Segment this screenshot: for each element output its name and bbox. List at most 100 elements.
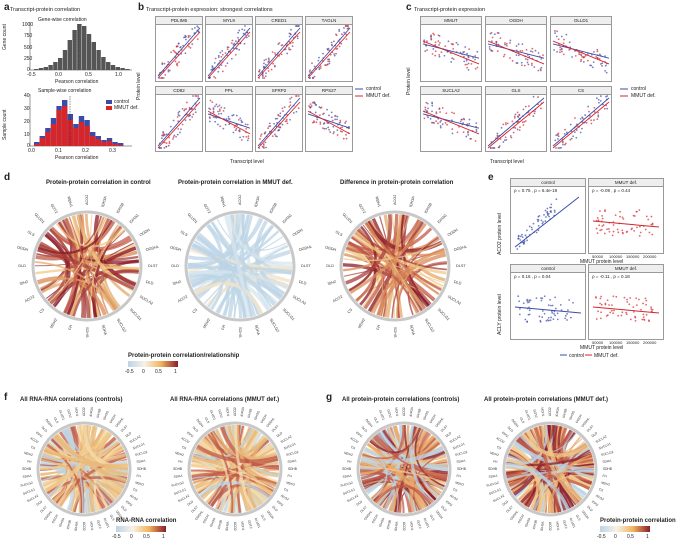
chord-link [359, 469, 405, 514]
scatter-point [169, 125, 172, 128]
scatter-point [503, 53, 506, 56]
chord-sector-label: SUCLA2 [449, 434, 462, 444]
scatter-point [520, 64, 523, 67]
scatter-point [620, 314, 623, 317]
scatter-point [626, 298, 629, 301]
chord-sector-label: DLST [359, 505, 368, 514]
chord-sector-label: OGDH [170, 245, 182, 252]
scatter-point [625, 311, 628, 314]
scatter-point [645, 215, 648, 218]
scatter-point [505, 42, 508, 45]
a-xtick: 0.2 [82, 148, 89, 154]
chord-sector-label: DLD [298, 280, 307, 286]
chord-protein-controls: ACO2 IDH3A IDH3B IDH3GOGDHOGDHLDLSTDLDSUCLA… [340, 406, 468, 531]
scatter-point [634, 319, 637, 322]
chord-sector-label: OGDH [364, 418, 373, 429]
chord-sector-label: ACO2 [548, 407, 552, 416]
histogram-bar-mmut [50, 124, 57, 146]
scatter-point [564, 314, 567, 317]
scatter-point [221, 70, 224, 73]
chord-link [550, 453, 592, 514]
histogram-bar [120, 68, 125, 70]
legend-swatch-control [106, 100, 112, 104]
scatter-point [583, 56, 586, 58]
e-facet-plot [592, 295, 660, 323]
scatter-point [597, 114, 600, 117]
scatter-point [314, 102, 316, 105]
scatter-point [209, 99, 212, 102]
scatter-point [162, 132, 165, 134]
scatter-point [315, 104, 318, 106]
scatter-point [514, 127, 517, 129]
scatter-point [247, 137, 250, 140]
chord-sector-label: GLS [519, 416, 526, 424]
scatter-point [289, 97, 292, 100]
chord-sector-label: DLD [440, 505, 448, 513]
scatter-point [537, 229, 540, 232]
chord-sector-label: IDH3A [74, 520, 79, 531]
scatter-point [338, 30, 341, 33]
scatter-point [430, 35, 433, 38]
chord-link [93, 444, 122, 511]
histogram-bar-mmut [101, 142, 107, 146]
panel-d-title-control: Protein-protein correlation in control [46, 180, 151, 186]
scatter-point [544, 209, 547, 212]
scatter-point [526, 321, 528, 323]
scatter-point [336, 134, 339, 136]
b-facet: MYL9 [205, 16, 253, 82]
scatter-point [334, 118, 337, 121]
scatter-point [521, 49, 524, 52]
chord-sector-label: GOT2 [532, 409, 538, 419]
scatter-point [635, 304, 638, 307]
chord-sector-label: ACO2 [82, 407, 86, 416]
scatter-point [163, 147, 166, 149]
chord-link [370, 247, 445, 314]
scatter-point [601, 225, 604, 227]
scatter-point [606, 107, 609, 110]
scatter-point [289, 32, 292, 35]
trend-line-mmut [157, 101, 201, 149]
scatter-point [645, 303, 648, 306]
chord-sector-label: GLS [180, 230, 189, 237]
trend-line-mmut [552, 40, 610, 65]
trend-line-mmut [207, 31, 251, 79]
scatter-point [500, 126, 503, 129]
chord-link [506, 425, 543, 477]
scatter-point [606, 299, 609, 302]
scatter-point [289, 48, 292, 51]
trend-line-mmut [422, 110, 480, 135]
chord-sector-label: MDH1 [409, 521, 414, 531]
panel-d-colorbar [128, 361, 178, 367]
chord-sector-label: DLD [276, 431, 284, 438]
trend-line-control [422, 43, 480, 59]
scatter-point [208, 107, 210, 110]
scatter-point [434, 50, 437, 53]
scatter-point [559, 48, 562, 51]
chord-sector-label: CS [30, 445, 36, 450]
chord-ring [184, 210, 296, 322]
chord-sector-label: GLS [429, 514, 436, 522]
scatter-point [288, 41, 291, 43]
scatter-point [514, 113, 517, 116]
chord-sector-label: MDH1 [225, 407, 230, 417]
scatter-point [587, 53, 589, 55]
scatter-point [213, 75, 215, 78]
scatter-point [444, 122, 447, 124]
scatter-point [579, 60, 582, 63]
chord-sector-label: DLD [145, 280, 154, 286]
scatter-point [474, 55, 477, 57]
panel-c-legend-lines [620, 88, 628, 97]
trend-line [514, 196, 580, 248]
a-xtick: 1.0 [115, 72, 122, 78]
scatter-point [562, 143, 564, 146]
chord-link [364, 447, 388, 501]
chord-link [345, 214, 393, 285]
scatter-point [600, 311, 602, 314]
scatter-point [557, 38, 560, 41]
chord-sector-label: IDH3B [386, 520, 392, 530]
chord-link [59, 428, 104, 507]
scatter-point [542, 54, 544, 57]
scatter-point [604, 64, 607, 67]
scatter-point [602, 103, 604, 106]
scatter-point [285, 118, 288, 121]
